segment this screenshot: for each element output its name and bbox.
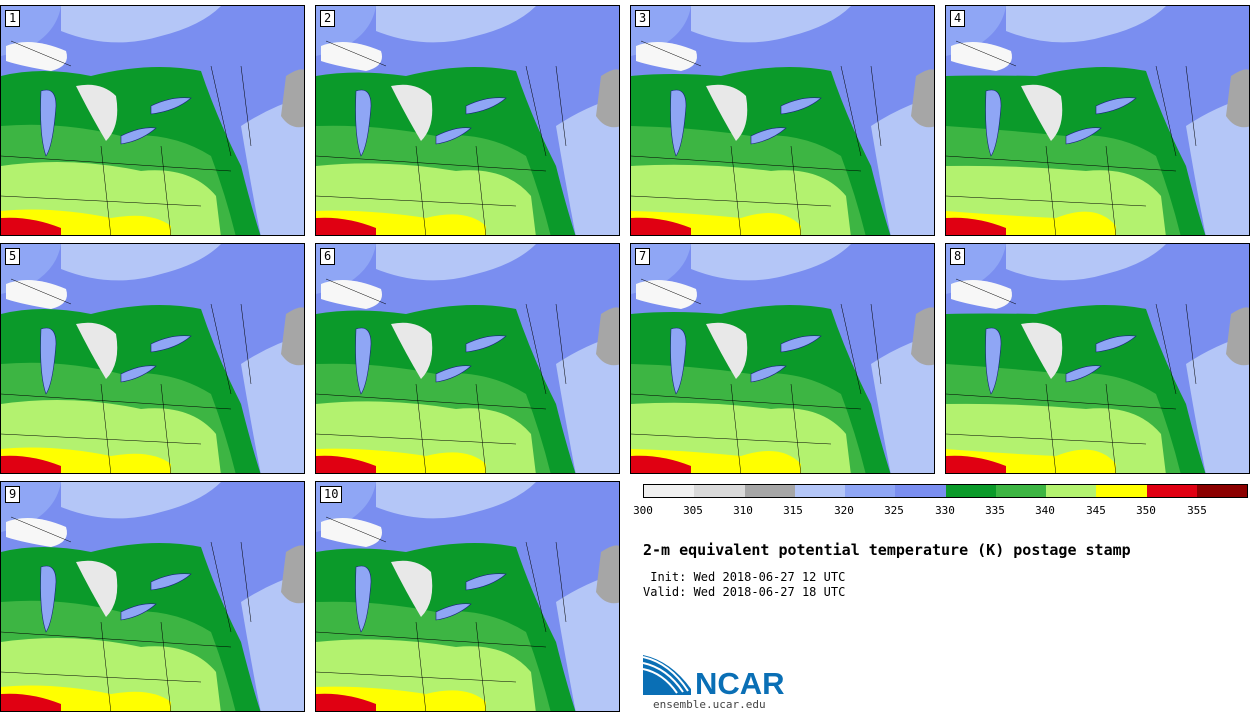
map-graphic [316,6,619,235]
map-panel: 3 [630,5,935,236]
map-panel: 8 [945,243,1250,474]
colorbar-segment [1096,485,1147,497]
colorbar-segment [744,485,795,497]
colorbar-tick-label: 320 [834,504,854,517]
map-graphic [316,482,619,711]
panel-number: 4 [950,10,966,27]
init-time: Init: Wed 2018-06-27 12 UTC [643,570,846,584]
colorbar-tick-label: 355 [1187,504,1207,517]
colorbar-segment [1146,485,1197,497]
map-graphic [316,244,619,473]
map-panel: 2 [315,5,620,236]
colorbar-segment [694,485,745,497]
colorbar-tick-label: 300 [633,504,653,517]
product-title: 2-m equivalent potential temperature (K)… [643,541,1131,559]
colorbar [643,484,1248,498]
panel-number: 8 [950,248,966,265]
colorbar-segment [945,485,996,497]
map-panel: 4 [945,5,1250,236]
map-graphic [631,6,934,235]
colorbar-tick-label: 305 [683,504,703,517]
map-graphic [1,482,304,711]
panel-number: 10 [320,486,343,503]
map-panel: 7 [630,243,935,474]
colorbar-segment [644,485,695,497]
map-panel: 5 [0,243,305,474]
map-panel: 1 [0,5,305,236]
panel-number: 6 [320,248,336,265]
map-graphic [946,244,1249,473]
colorbar-tick-label: 335 [985,504,1005,517]
logo-url: ensemble.ucar.edu [653,698,766,711]
panel-number: 5 [5,248,21,265]
colorbar-tick-label: 345 [1086,504,1106,517]
colorbar-tick-label: 350 [1136,504,1156,517]
map-panel: 6 [315,243,620,474]
colorbar-segment [895,485,946,497]
colorbar-segment [845,485,896,497]
colorbar-tick-label: 315 [783,504,803,517]
map-graphic [1,244,304,473]
colorbar-tick-label: 340 [1035,504,1055,517]
colorbar-tick-label: 310 [733,504,753,517]
panel-number: 9 [5,486,21,503]
map-graphic [1,6,304,235]
panel-number: 2 [320,10,336,27]
colorbar-segment [1046,485,1097,497]
panel-number: 3 [635,10,651,27]
ncar-logo: NCAR [642,655,793,701]
svg-text:NCAR: NCAR [695,666,785,699]
valid-time: Valid: Wed 2018-06-27 18 UTC [643,585,846,599]
map-graphic [631,244,934,473]
panel-number: 7 [635,248,651,265]
colorbar-segment [794,485,845,497]
colorbar-segment [1196,485,1247,497]
map-graphic [946,6,1249,235]
panel-number: 1 [5,10,21,27]
map-panel: 10 [315,481,620,712]
colorbar-tick-label: 330 [935,504,955,517]
colorbar-segment [995,485,1046,497]
colorbar-tick-label: 325 [884,504,904,517]
map-panel: 9 [0,481,305,712]
